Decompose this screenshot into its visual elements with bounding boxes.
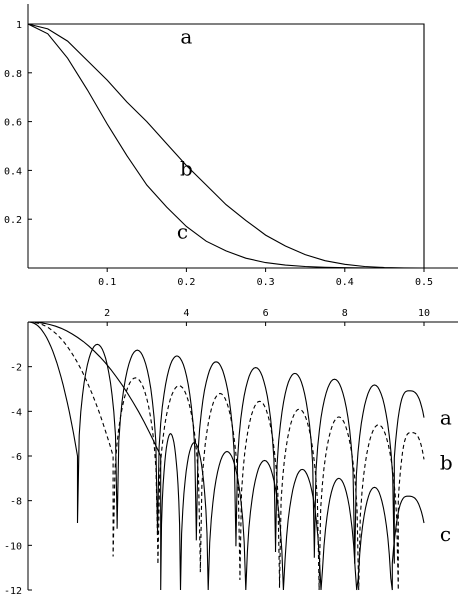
- bottom-y-tick-label: -4: [10, 407, 22, 418]
- bottom-x-tick-label: 10: [418, 308, 430, 319]
- top-curve-label-b: b: [180, 156, 193, 180]
- bottom-x-tick-label: 8: [342, 308, 348, 319]
- top-y-tick-label: 1: [16, 20, 22, 31]
- top-series-a-line: [28, 23, 425, 268]
- bottom-y-tick-label: -6: [10, 452, 22, 463]
- bottom-curve-label-c: c: [440, 522, 451, 546]
- bottom-y-tick-label: -10: [4, 541, 22, 552]
- top-x-tick-label: 0.1: [98, 277, 116, 288]
- bottom-plot: 2 4 6 8 10 -2 -4 -6 -8 -10 -12 ab c: [4, 308, 458, 595]
- top-series-c-line: [27, 23, 424, 269]
- top-y-tick-label: 0.4: [4, 166, 22, 177]
- bottom-curve-label-a: a: [440, 406, 452, 430]
- top-plot: 0.1 0.2 0.3 0.4 0.5 0.2 0.4 0.6 0.8 1 a b c: [4, 4, 458, 288]
- bottom-x-tick-label: 2: [104, 308, 110, 319]
- top-series-b-line: [27, 23, 425, 269]
- bottom-curve-label-b: b: [440, 450, 453, 474]
- top-x-tick-label: 0.3: [257, 277, 275, 288]
- top-y-tick-label: 0.8: [4, 69, 22, 80]
- bottom-series-b-line: [27, 321, 425, 591]
- top-x-tick-label: 0.2: [177, 277, 195, 288]
- top-x-tick-label: 0.4: [336, 277, 354, 288]
- bottom-series-c-line: [27, 321, 425, 591]
- top-y-tick-label: 0.6: [4, 118, 22, 129]
- top-y-tick-label: 0.2: [4, 215, 22, 226]
- top-x-tick-label: 0.5: [415, 277, 433, 288]
- bottom-x-tick-label: 6: [263, 308, 269, 319]
- top-curve-label-c: c: [177, 220, 188, 244]
- bottom-y-tick-label: -2: [10, 363, 22, 374]
- top-curve-label-a: a: [180, 25, 192, 49]
- bottom-y-tick-label: -12: [4, 586, 22, 595]
- bottom-y-tick-label: -8: [10, 497, 22, 508]
- bottom-x-tick-label: 4: [183, 308, 189, 319]
- bottom-series-a-line: [27, 321, 425, 564]
